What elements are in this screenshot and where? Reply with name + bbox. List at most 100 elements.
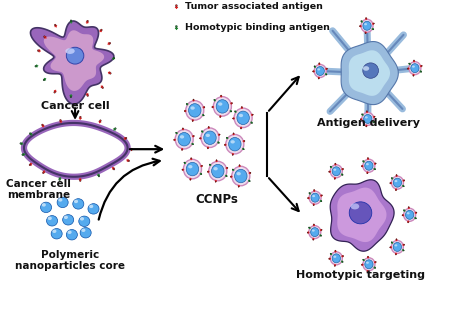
Circle shape <box>416 212 417 213</box>
Ellipse shape <box>42 203 46 207</box>
Ellipse shape <box>216 100 228 113</box>
Circle shape <box>308 198 309 199</box>
Circle shape <box>215 181 216 182</box>
Ellipse shape <box>365 260 373 269</box>
Ellipse shape <box>311 193 319 202</box>
Ellipse shape <box>333 256 337 258</box>
Circle shape <box>182 169 183 170</box>
Circle shape <box>307 232 308 233</box>
Circle shape <box>421 65 422 66</box>
Circle shape <box>102 87 103 89</box>
Circle shape <box>342 174 343 175</box>
Ellipse shape <box>394 244 397 246</box>
Circle shape <box>29 164 31 166</box>
Circle shape <box>175 132 177 133</box>
Circle shape <box>193 99 194 100</box>
Circle shape <box>231 111 232 112</box>
Polygon shape <box>337 187 386 242</box>
Ellipse shape <box>411 64 419 73</box>
Circle shape <box>367 256 368 257</box>
Text: Homotypic targeting: Homotypic targeting <box>296 270 425 279</box>
Circle shape <box>232 169 233 170</box>
Ellipse shape <box>46 215 57 226</box>
Circle shape <box>125 137 127 139</box>
Circle shape <box>193 135 194 137</box>
Ellipse shape <box>237 172 241 175</box>
Ellipse shape <box>394 180 397 182</box>
Circle shape <box>35 65 36 67</box>
Circle shape <box>55 24 56 26</box>
Circle shape <box>395 254 396 255</box>
Circle shape <box>327 68 328 69</box>
Circle shape <box>407 68 408 69</box>
Circle shape <box>250 172 251 173</box>
Circle shape <box>80 180 81 181</box>
Circle shape <box>252 114 253 115</box>
Ellipse shape <box>188 165 192 169</box>
Circle shape <box>175 26 177 28</box>
Circle shape <box>328 258 330 259</box>
Circle shape <box>60 119 61 121</box>
Ellipse shape <box>309 226 321 239</box>
Ellipse shape <box>232 166 250 186</box>
Ellipse shape <box>51 228 62 239</box>
Ellipse shape <box>392 176 403 189</box>
Circle shape <box>363 161 364 162</box>
Circle shape <box>232 154 233 155</box>
Circle shape <box>375 261 376 263</box>
Circle shape <box>240 128 241 129</box>
Ellipse shape <box>363 21 371 30</box>
Circle shape <box>239 165 240 166</box>
Circle shape <box>408 222 409 223</box>
Circle shape <box>100 29 102 31</box>
Polygon shape <box>341 42 398 105</box>
Text: Cancer cell
membrane: Cancer cell membrane <box>6 179 71 200</box>
Circle shape <box>415 218 417 219</box>
Circle shape <box>227 167 228 169</box>
Ellipse shape <box>350 203 359 209</box>
Circle shape <box>328 171 329 172</box>
Circle shape <box>241 106 242 108</box>
Ellipse shape <box>312 195 315 197</box>
Circle shape <box>113 57 115 59</box>
Circle shape <box>375 163 376 164</box>
Circle shape <box>395 190 396 191</box>
Ellipse shape <box>175 129 193 149</box>
Ellipse shape <box>239 114 243 117</box>
Circle shape <box>201 165 202 166</box>
Circle shape <box>226 175 227 177</box>
Ellipse shape <box>364 23 367 25</box>
Circle shape <box>367 158 368 159</box>
Ellipse shape <box>363 159 375 172</box>
Circle shape <box>334 265 335 266</box>
Ellipse shape <box>213 97 231 116</box>
Circle shape <box>192 121 193 122</box>
Circle shape <box>330 166 331 167</box>
Circle shape <box>29 133 31 135</box>
Circle shape <box>226 137 227 138</box>
Circle shape <box>409 63 410 64</box>
Ellipse shape <box>365 161 373 170</box>
Circle shape <box>235 111 236 112</box>
Ellipse shape <box>66 47 84 64</box>
Circle shape <box>309 192 310 194</box>
Circle shape <box>214 99 215 100</box>
Ellipse shape <box>361 19 373 32</box>
Polygon shape <box>27 125 124 175</box>
Ellipse shape <box>332 254 340 263</box>
Circle shape <box>184 111 185 112</box>
Ellipse shape <box>41 202 52 213</box>
Ellipse shape <box>363 63 379 78</box>
Circle shape <box>201 174 202 175</box>
Ellipse shape <box>67 231 72 234</box>
Circle shape <box>220 95 222 96</box>
Circle shape <box>207 171 208 172</box>
Ellipse shape <box>209 161 227 181</box>
Circle shape <box>408 207 409 208</box>
Ellipse shape <box>73 199 84 209</box>
Text: Tumor associated antigen: Tumor associated antigen <box>185 2 322 11</box>
Circle shape <box>233 133 234 134</box>
Circle shape <box>335 163 336 164</box>
Ellipse shape <box>366 261 369 264</box>
Circle shape <box>390 183 391 184</box>
